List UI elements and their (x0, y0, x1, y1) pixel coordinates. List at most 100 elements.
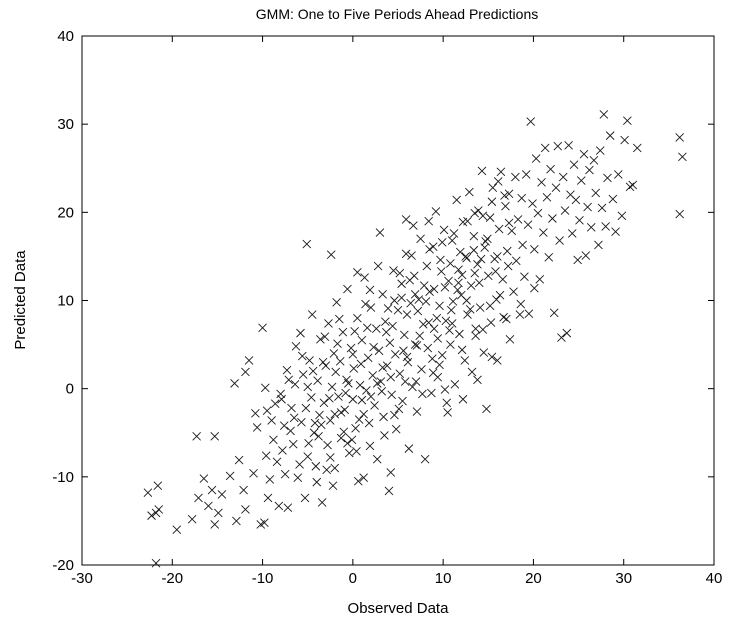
data-point-marker (465, 304, 475, 314)
data-point-marker (217, 490, 227, 499)
data-point-marker (540, 143, 550, 153)
x-tick-label: 40 (706, 570, 723, 587)
data-point-marker (562, 328, 572, 338)
data-point-marker (333, 339, 342, 349)
data-point-marker (260, 518, 269, 527)
data-point-marker (492, 356, 502, 365)
data-point-marker (389, 266, 398, 275)
data-point-marker (470, 268, 480, 278)
data-point-marker (420, 454, 430, 464)
data-point-marker (335, 357, 345, 366)
data-point-marker (428, 242, 438, 252)
y-tick-label: -10 (52, 469, 74, 486)
data-point-marker (444, 276, 453, 286)
data-point-marker (241, 367, 250, 377)
data-point-marker (558, 172, 568, 182)
data-point-marker (353, 267, 362, 277)
data-point-marker (400, 377, 410, 386)
data-point-marker (317, 498, 327, 507)
data-point-marker (476, 254, 486, 264)
data-point-marker (617, 211, 627, 221)
data-point-marker (398, 396, 407, 406)
data-point-marker (419, 281, 429, 290)
data-point-marker (321, 361, 331, 371)
data-point-marker (597, 203, 607, 213)
data-point-marker (338, 327, 348, 337)
data-point-marker (404, 444, 414, 453)
data-point-marker (210, 431, 220, 441)
data-point-marker (319, 398, 329, 408)
data-point-marker (393, 305, 403, 315)
data-point-marker (499, 312, 508, 322)
data-point-marker (553, 141, 563, 151)
data-points (143, 110, 687, 568)
data-point-marker (436, 255, 445, 265)
data-point-marker (511, 256, 521, 266)
data-point-marker (401, 249, 411, 259)
data-point-marker (365, 441, 375, 451)
data-point-marker (308, 366, 318, 376)
data-point-marker (579, 149, 589, 159)
data-point-marker (265, 475, 275, 484)
data-point-marker (418, 319, 428, 329)
data-point-marker (523, 220, 533, 229)
data-point-marker (261, 451, 271, 460)
data-point-marker (457, 345, 467, 355)
data-point-marker (368, 371, 378, 380)
y-tick-label: 10 (57, 293, 74, 310)
data-point-marker (524, 309, 534, 319)
data-point-marker (575, 215, 584, 225)
data-point-marker (372, 454, 382, 464)
data-point-marker (403, 357, 413, 367)
data-point-marker (330, 409, 340, 419)
data-point-marker (608, 194, 618, 204)
data-point-marker (465, 187, 474, 197)
data-point-marker (340, 405, 350, 415)
data-point-marker (446, 305, 456, 315)
data-point-marker (361, 299, 370, 309)
data-point-marker (258, 323, 267, 333)
data-point-marker (485, 301, 495, 311)
data-point-marker (569, 160, 579, 170)
y-axis-label: Predicted Data (12, 250, 29, 350)
data-point-marker (458, 394, 468, 404)
x-tick-label: 0 (349, 570, 357, 587)
data-point-marker (397, 293, 406, 303)
data-point-marker (454, 278, 463, 288)
data-point-marker (437, 350, 447, 360)
data-point-marker (473, 260, 482, 269)
data-point-marker (322, 465, 331, 475)
data-point-marker (482, 404, 491, 414)
data-point-marker (153, 481, 163, 490)
data-point-marker (301, 403, 311, 413)
data-point-marker (267, 416, 276, 425)
data-point-marker (262, 406, 272, 416)
data-point-marker (557, 333, 566, 342)
data-point-marker (277, 394, 286, 404)
data-point-marker (410, 290, 420, 299)
data-point-marker (516, 299, 526, 309)
data-point-marker (493, 177, 503, 186)
data-point-marker (625, 182, 635, 192)
data-point-marker (363, 353, 373, 363)
data-point-marker (429, 284, 439, 294)
data-point-marker (365, 285, 375, 295)
data-point-marker (350, 327, 359, 336)
data-point-marker (143, 488, 153, 498)
data-point-marker (309, 428, 319, 438)
data-point-marker (504, 189, 514, 199)
data-point-marker (274, 501, 284, 511)
x-tick-label: -10 (252, 570, 274, 587)
data-point-marker (498, 275, 508, 284)
y-axis: -20 -10 0 10 20 30 40 (52, 28, 714, 574)
data-point-marker (452, 195, 462, 205)
data-point-marker (469, 231, 479, 241)
data-point-marker (531, 154, 541, 163)
data-point-marker (329, 349, 339, 358)
data-point-marker (605, 131, 615, 140)
data-point-marker (402, 352, 412, 362)
data-point-marker (244, 356, 254, 365)
data-point-marker (446, 340, 455, 349)
x-axis-label: Observed Data (348, 600, 450, 617)
